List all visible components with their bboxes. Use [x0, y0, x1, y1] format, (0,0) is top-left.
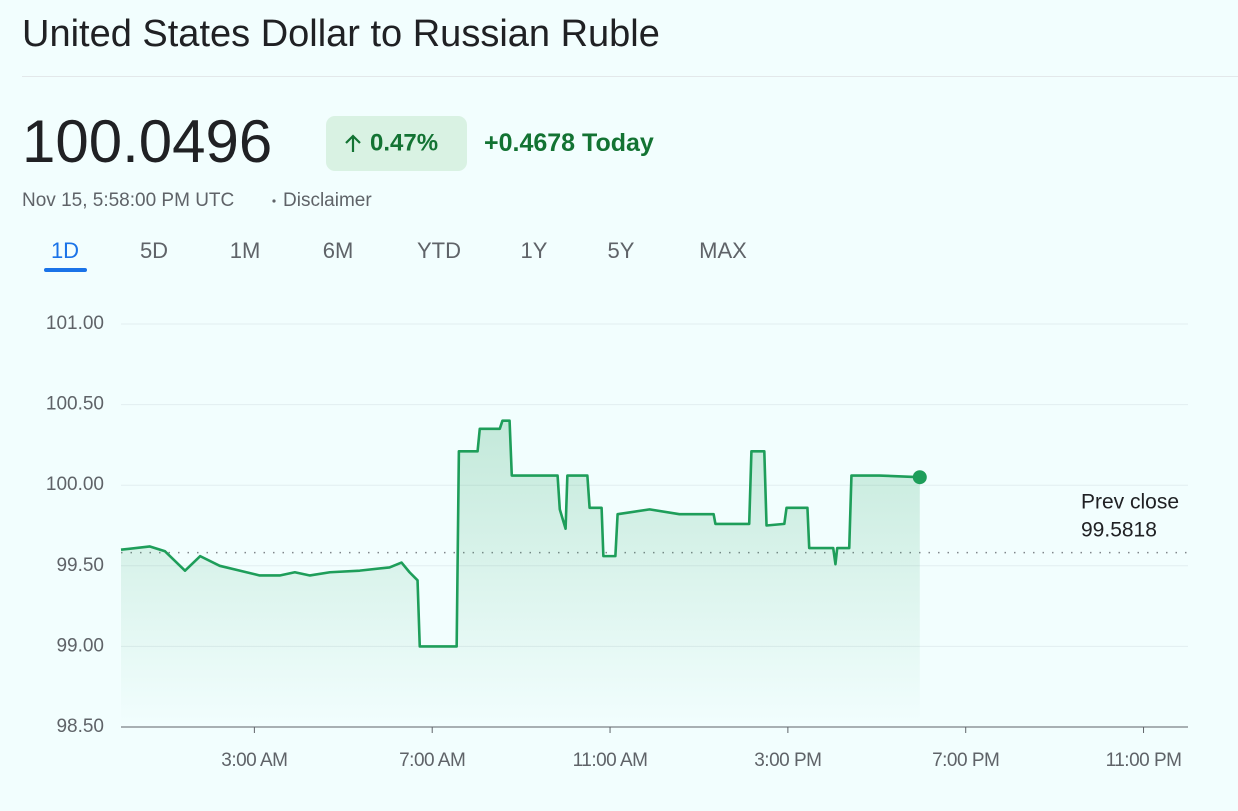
x-tick-label: 11:00 PM: [1106, 750, 1182, 771]
page-title: United States Dollar to Russian Ruble: [22, 13, 660, 55]
x-tick-label: 3:00 AM: [221, 750, 287, 771]
up-arrow-icon: [345, 134, 361, 152]
price-area: [121, 420, 920, 727]
change-value: +0.4678 Today: [484, 129, 654, 157]
chart: 98.50 99.00 99.50 100.00 100.50 101.00 3:00 AM…: [46, 313, 1188, 771]
price: 100.0496: [22, 108, 272, 175]
range-tab[interactable]: 1Y: [521, 238, 548, 263]
prev-close-label: Prev close: [1081, 491, 1179, 514]
y-tick-label: 99.00: [56, 635, 104, 656]
y-tick-label: 98.50: [56, 716, 104, 737]
y-tick-label: 100.50: [46, 394, 104, 415]
range-tab[interactable]: 1D: [51, 238, 79, 263]
range-tab[interactable]: 6M: [323, 238, 354, 263]
change-badge: [326, 116, 467, 171]
range-tabs: 1D 5D 1M 6M YTD 1Y 5Y MAX: [44, 238, 747, 272]
change-percent: 0.47%: [370, 129, 438, 156]
y-tick-label: 99.50: [56, 555, 104, 576]
x-tick-label: 7:00 PM: [932, 750, 999, 771]
y-tick-label: 100.00: [46, 474, 104, 495]
last-point: [912, 470, 927, 485]
price-line: [120, 419, 920, 648]
x-tick-label: 3:00 PM: [754, 750, 821, 771]
change-period: Today: [582, 129, 654, 157]
active-tab-indicator: [44, 268, 87, 272]
y-tick-label: 101.00: [46, 313, 104, 334]
change-amount: +0.4678: [484, 129, 575, 157]
prev-close-value: 99.5818: [1081, 519, 1157, 542]
disclaimer-link[interactable]: Disclaimer: [283, 190, 372, 211]
range-tab[interactable]: 5D: [140, 238, 168, 263]
range-tab[interactable]: YTD: [417, 238, 461, 263]
x-tick-label: 7:00 AM: [399, 750, 465, 771]
range-tab[interactable]: 1M: [230, 238, 261, 263]
separator-dot: [272, 199, 276, 203]
range-tab[interactable]: 5Y: [608, 238, 635, 263]
x-tick-label: 11:00 AM: [573, 750, 648, 771]
range-tab[interactable]: MAX: [699, 238, 747, 263]
timestamp: Nov 15, 5:58:00 PM UTC: [22, 190, 234, 211]
